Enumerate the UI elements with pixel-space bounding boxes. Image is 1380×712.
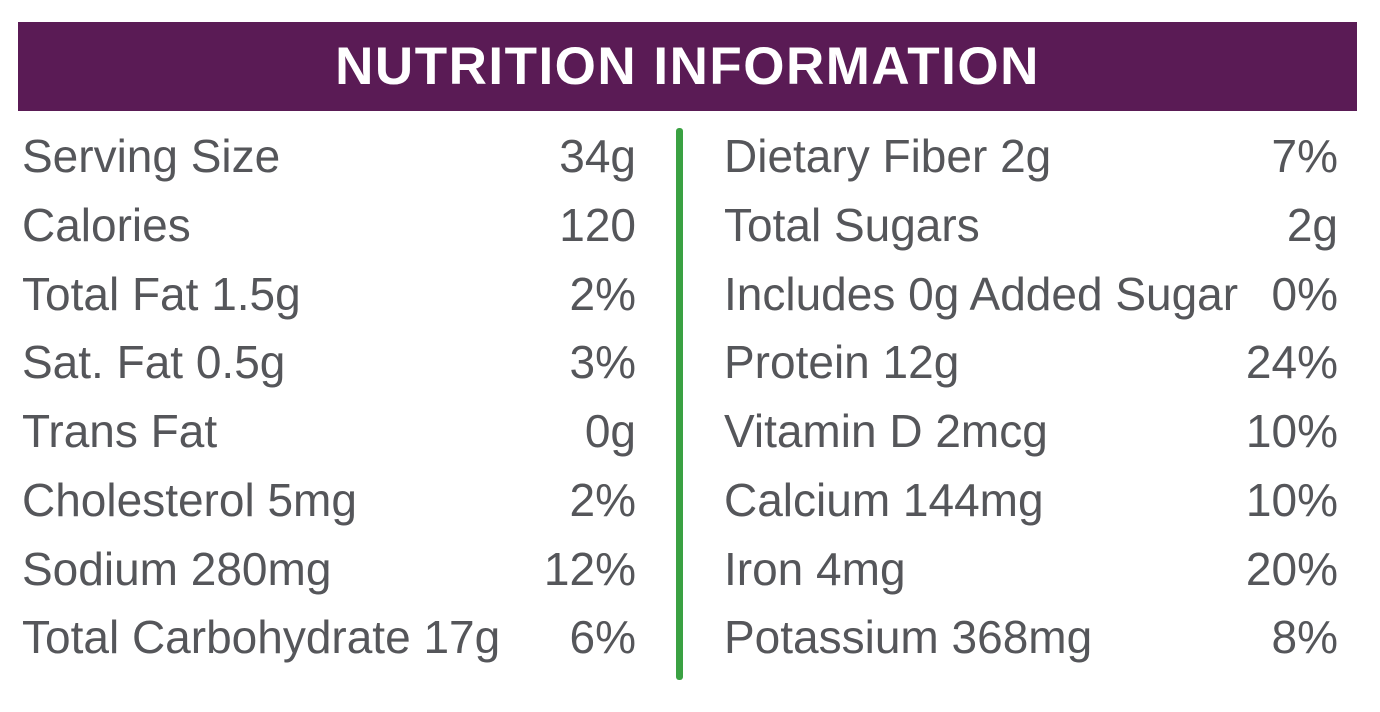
nutrient-label: Cholesterol 5mg (22, 473, 357, 526)
nutrient-value: 6% (569, 611, 636, 664)
nutrient-value: 120 (559, 198, 636, 251)
row-protein: Protein 12g 24% (724, 328, 1338, 397)
row-cholesterol: Cholesterol 5mg 2% (22, 466, 636, 535)
right-column: Dietary Fiber 2g 7% Total Sugars 2g Incl… (724, 122, 1338, 672)
header-bar: NUTRITION INFORMATION (18, 22, 1357, 111)
nutrient-label: Calcium 144mg (724, 473, 1044, 526)
row-total-sugars: Total Sugars 2g (724, 191, 1338, 260)
nutrient-label: Serving Size (22, 130, 281, 182)
nutrient-value: 0% (1271, 267, 1338, 320)
nutrient-value: 10% (1245, 473, 1338, 526)
row-sat-fat: Sat. Fat 0.5g 3% (22, 328, 636, 397)
nutrient-value: 20% (1245, 542, 1338, 595)
row-total-carbohydrate: Total Carbohydrate 17g 6% (22, 603, 636, 672)
row-trans-fat: Trans Fat 0g (22, 397, 636, 466)
left-column: Serving Size 34g Calories 120 Total Fat … (22, 122, 636, 672)
nutrient-label: Dietary Fiber 2g (724, 130, 1052, 182)
row-iron: Iron 4mg 20% (724, 535, 1338, 604)
nutrient-value: 10% (1245, 405, 1338, 457)
row-calories: Calories 120 (22, 191, 636, 260)
nutrient-label: Trans Fat (22, 405, 218, 457)
nutrition-table: Serving Size 34g Calories 120 Total Fat … (22, 122, 1357, 680)
nutrient-label: Vitamin D 2mcg (724, 405, 1048, 457)
nutrient-value: 7% (1271, 130, 1338, 182)
row-potassium: Potassium 368mg 8% (724, 603, 1338, 672)
nutrient-value: 2g (1286, 198, 1338, 251)
row-calcium: Calcium 144mg 10% (724, 466, 1338, 535)
nutrient-label: Includes 0g Added Sugar (724, 267, 1239, 320)
nutrient-value: 2% (569, 473, 636, 526)
nutrient-value: 34g (559, 130, 636, 182)
nutrient-value: 0g (584, 405, 636, 457)
nutrient-label: Total Carbohydrate 17g (22, 611, 501, 664)
nutrient-label: Potassium 368mg (724, 611, 1093, 664)
nutrient-value: 12% (543, 542, 636, 595)
nutrient-label: Sodium 280mg (22, 542, 332, 595)
page-title: NUTRITION INFORMATION (335, 37, 1040, 96)
row-sodium: Sodium 280mg 12% (22, 535, 636, 604)
nutrient-label: Protein 12g (724, 336, 960, 389)
nutrient-value: 24% (1245, 336, 1338, 389)
nutrient-label: Total Sugars (724, 198, 980, 251)
row-serving-size: Serving Size 34g (22, 122, 636, 191)
row-total-fat: Total Fat 1.5g 2% (22, 260, 636, 329)
nutrient-label: Iron 4mg (724, 542, 906, 595)
nutrient-value: 3% (569, 336, 636, 389)
row-dietary-fiber: Dietary Fiber 2g 7% (724, 122, 1338, 191)
row-added-sugar: Includes 0g Added Sugar 0% (724, 260, 1338, 329)
row-vitamin-d: Vitamin D 2mcg 10% (724, 397, 1338, 466)
vertical-divider (676, 128, 683, 680)
nutrient-label: Total Fat 1.5g (22, 267, 301, 320)
nutrient-value: 8% (1271, 611, 1338, 664)
nutrient-value: 2% (569, 267, 636, 320)
nutrient-label: Sat. Fat 0.5g (22, 336, 286, 389)
nutrient-label: Calories (22, 198, 191, 251)
